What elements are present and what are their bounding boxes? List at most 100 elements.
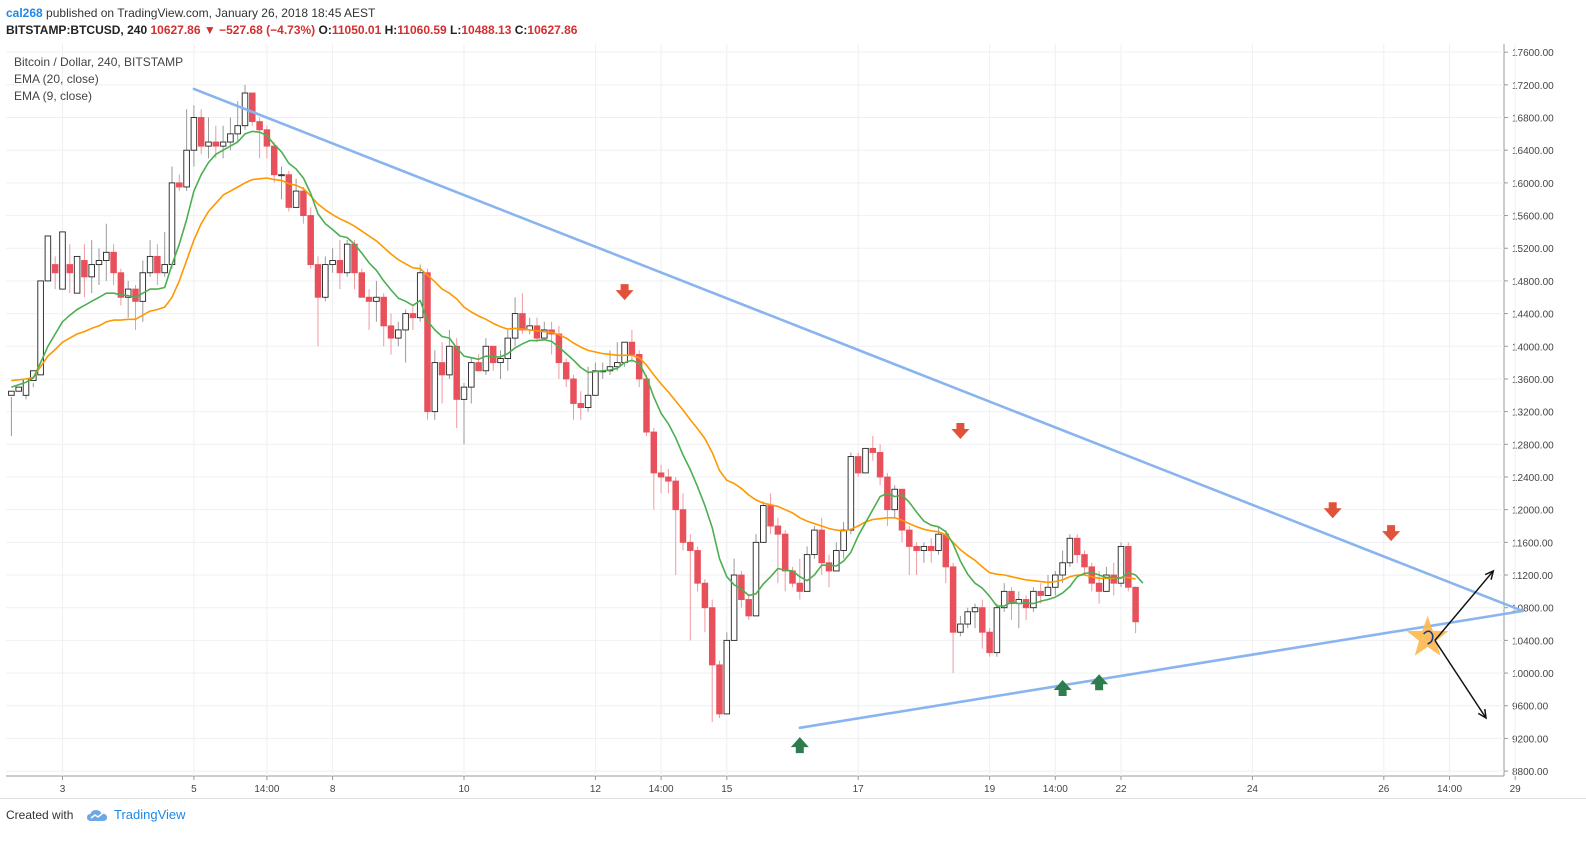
y-tick-label: 10000.00 <box>1512 669 1554 680</box>
candle <box>840 529 847 551</box>
y-tick-label: 8800.00 <box>1512 767 1549 778</box>
open-label: O: <box>318 23 332 37</box>
candle <box>446 345 453 376</box>
candle <box>665 476 672 482</box>
x-tick-label: 26 <box>1378 784 1390 795</box>
candle <box>416 272 424 319</box>
legend-title: Bitcoin / Dollar, 240, BITSTAMP <box>14 55 184 69</box>
candle <box>614 362 621 368</box>
candle <box>745 599 752 617</box>
legend-ema20: EMA (20, close) <box>14 72 99 86</box>
candle <box>249 92 256 123</box>
candle <box>1117 545 1125 584</box>
candle <box>73 255 81 294</box>
candle <box>15 386 22 392</box>
candle <box>1044 586 1052 596</box>
candle <box>154 255 161 274</box>
candle <box>818 529 825 564</box>
chart-legend: Bitcoin / Dollar, 240, BITSTAMP EMA (20,… <box>14 54 183 105</box>
candle <box>387 325 395 339</box>
y-tick-label: 10400.00 <box>1512 636 1554 647</box>
candle <box>796 582 804 592</box>
candle <box>424 272 431 413</box>
candle <box>475 362 482 372</box>
x-tick-label: 19 <box>984 784 996 795</box>
candle <box>365 296 373 302</box>
candle <box>51 264 59 274</box>
candle <box>635 353 643 380</box>
candle <box>270 145 278 176</box>
candle <box>373 296 380 302</box>
candle <box>541 329 548 339</box>
candle <box>37 280 44 376</box>
candle <box>88 264 95 278</box>
question-mark-icon <box>1423 630 1434 645</box>
candle <box>657 472 665 478</box>
candle <box>913 545 920 551</box>
candle <box>300 190 307 217</box>
candle <box>1030 590 1037 609</box>
candle <box>1066 537 1074 564</box>
candle <box>314 264 322 298</box>
y-tick-label: 10800.00 <box>1512 604 1554 615</box>
y-tick-label: 15200.00 <box>1512 244 1554 255</box>
candle <box>621 341 628 364</box>
candle <box>592 370 599 396</box>
high-value: 11060.59 <box>397 23 447 37</box>
candle <box>307 215 314 266</box>
publish-line: cal268 published on TradingView.com, Jan… <box>6 4 375 22</box>
y-tick-label: 14400.00 <box>1512 310 1554 321</box>
x-tick-label: 22 <box>1115 784 1127 795</box>
candle <box>197 117 205 147</box>
candle <box>59 231 66 290</box>
candle <box>110 251 117 274</box>
y-tick-label: 16800.00 <box>1512 114 1554 125</box>
tradingview-brand-link[interactable]: TradingView <box>86 807 186 822</box>
buy-arrow-icon <box>790 737 809 754</box>
candle <box>336 260 344 274</box>
projection-arrow-line <box>1434 570 1494 641</box>
candle <box>869 447 877 453</box>
candle <box>256 121 263 131</box>
x-tick-label: 8 <box>330 784 336 795</box>
candle <box>825 562 833 572</box>
x-tick-label: 14:00 <box>1437 784 1462 795</box>
candle <box>117 272 125 298</box>
candle <box>935 533 942 551</box>
candle <box>803 554 811 592</box>
author-link[interactable]: cal268 <box>6 6 43 20</box>
candle <box>694 550 701 584</box>
candle <box>781 533 789 572</box>
candle <box>343 243 351 274</box>
candle <box>927 545 935 551</box>
candle <box>1110 574 1117 584</box>
sell-arrow-icon <box>1382 525 1401 542</box>
buy-arrow-icon <box>1053 679 1072 696</box>
candle <box>489 345 497 364</box>
candle <box>942 533 950 568</box>
candle <box>533 325 541 339</box>
x-tick-label: 12 <box>590 784 602 795</box>
candle <box>468 362 475 388</box>
candle <box>1125 545 1132 588</box>
candle <box>898 488 906 531</box>
candle <box>1095 582 1103 592</box>
candle <box>760 505 767 543</box>
star-icon <box>1406 615 1449 656</box>
candle <box>1059 562 1066 576</box>
candle <box>176 182 183 188</box>
x-tick-label: 5 <box>191 784 197 795</box>
candle <box>723 639 731 715</box>
candle <box>322 264 329 298</box>
candle <box>1132 586 1139 623</box>
y-tick-label: 15600.00 <box>1512 212 1554 223</box>
candle <box>906 529 913 547</box>
x-tick-label: 14:00 <box>254 784 279 795</box>
y-tick-label: 17200.00 <box>1512 81 1554 92</box>
legend-ema9: EMA (9, close) <box>14 89 93 103</box>
candle <box>949 566 957 633</box>
candle <box>701 582 709 609</box>
candle <box>730 574 738 641</box>
candle <box>847 456 855 531</box>
